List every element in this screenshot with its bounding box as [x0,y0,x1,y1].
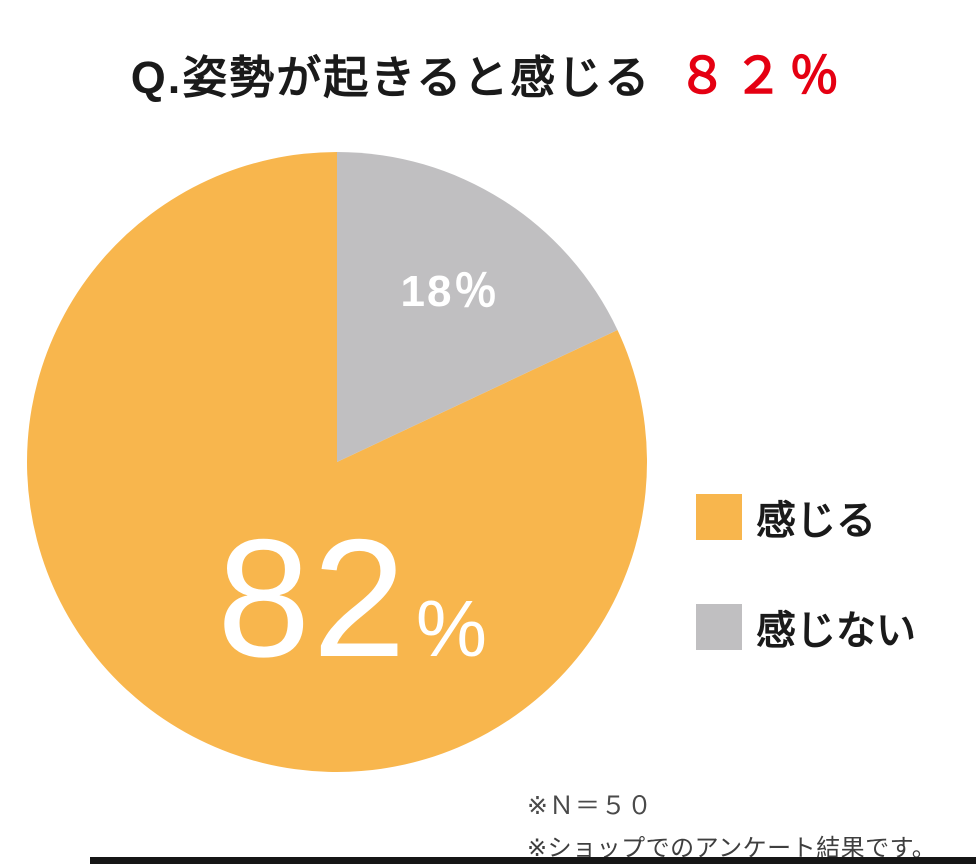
legend-swatch-gray [696,604,742,650]
footnote-sample-size: ※Ｎ＝５０ [527,792,653,820]
pie-label-major-percent-sign: % [415,584,488,673]
pie-slice-1 [337,152,618,462]
legend-item-not-feel: 感じない [696,598,916,656]
pie-label-minor-slice: 18％ [400,267,500,316]
legend-item-feel: 感じる [696,488,916,546]
pie-label-major-slice: 82 % [217,514,487,682]
chart-highlight-percent: ８２％ [677,48,846,104]
chart-question-text: Q.姿勢が起きると感じる [130,52,652,103]
pie-label-major-digits: 82 [216,504,408,692]
bottom-edge-bar [90,857,976,864]
legend-swatch-orange [696,494,742,540]
legend-label-not-feel: 感じない [756,609,916,653]
pie-chart [25,150,649,774]
pie-chart-svg [27,152,648,772]
chart-title: Q.姿勢が起きると感じる ８２％ [0,36,976,108]
chart-footnotes: ※Ｎ＝５０ ※ショップでのアンケート結果です。 [527,786,936,863]
chart-legend: 感じる 感じない [696,488,916,656]
legend-label-feel: 感じる [756,499,876,543]
pie-slice-0 [27,152,648,772]
